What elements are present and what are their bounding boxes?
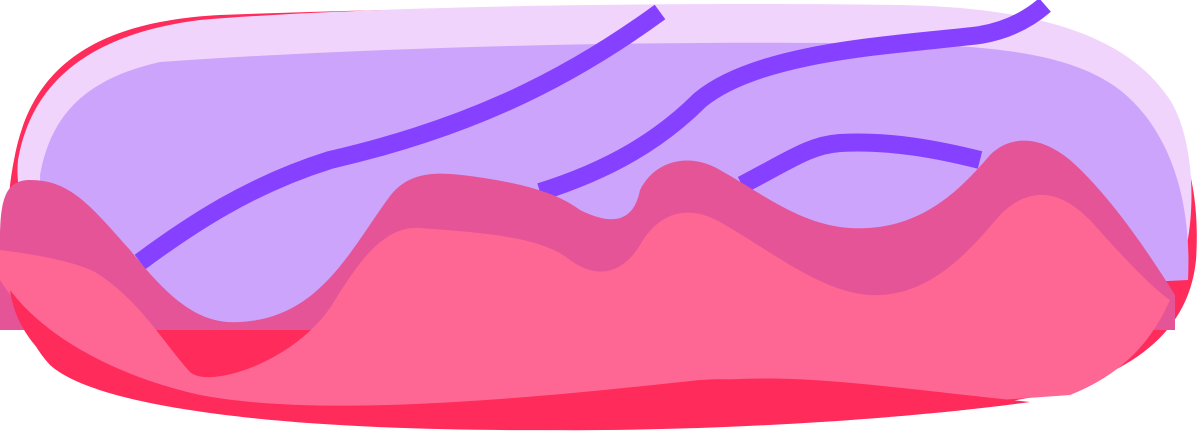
cream-filling-dark [0,140,1175,330]
drizzle-stripe-2 [537,0,1051,201]
drizzle-stripe-1 [134,4,666,270]
pastry-bottom-edge [10,290,1030,431]
cream-filling-light [0,194,1170,406]
drizzle-stripe-3 [737,133,983,193]
